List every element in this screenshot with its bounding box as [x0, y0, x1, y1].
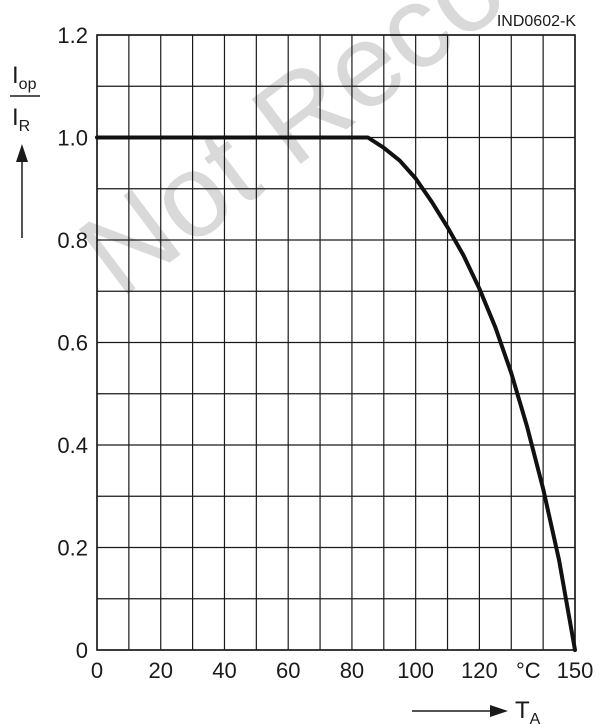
x-tick-label: 100	[397, 658, 434, 683]
x-axis-arrow-head	[490, 705, 508, 717]
y-tick-label: 0	[76, 638, 88, 663]
x-tick-label: 40	[212, 658, 236, 683]
y-label-denominator: IR	[12, 104, 30, 135]
y-tick-label: 0.4	[57, 433, 88, 458]
watermark: Not Recommended	[56, 0, 600, 321]
x-tick-label: 60	[276, 658, 300, 683]
y-tick-label: 1.0	[57, 126, 88, 151]
watermark-text: Not Recommended	[56, 0, 600, 321]
x-tick-label: 80	[340, 658, 364, 683]
plot-frame	[96, 34, 576, 651]
x-tick-label: 120	[461, 658, 498, 683]
y-tick-label: 0.2	[57, 536, 88, 561]
x-tick-label: 20	[148, 658, 172, 683]
figure-code: IND0602-K	[497, 13, 576, 30]
y-tick-labels: 0 0.2 0.4 0.6 0.8 1.0 1.2	[57, 23, 88, 663]
x-axis-label: TA	[412, 697, 541, 724]
y-axis-label: Iop IR	[10, 62, 40, 238]
y-label-numerator: Iop	[12, 62, 37, 93]
x-tick-labels: 0 20 40 60 80 100 120 150	[91, 658, 593, 683]
x-tick-label: 0	[91, 658, 103, 683]
y-tick-label: 1.2	[57, 23, 88, 48]
x-tick-label: 150	[557, 658, 594, 683]
x-unit-label: °C	[516, 658, 541, 683]
plot-border	[96, 34, 576, 651]
y-tick-label: 0.6	[57, 331, 88, 356]
series-line-0	[95, 135, 577, 652]
y-axis-arrow-head	[16, 144, 28, 162]
x-label-symbol: TA	[515, 697, 541, 724]
y-tick-label: 0.8	[57, 228, 88, 253]
series-group	[95, 135, 577, 652]
